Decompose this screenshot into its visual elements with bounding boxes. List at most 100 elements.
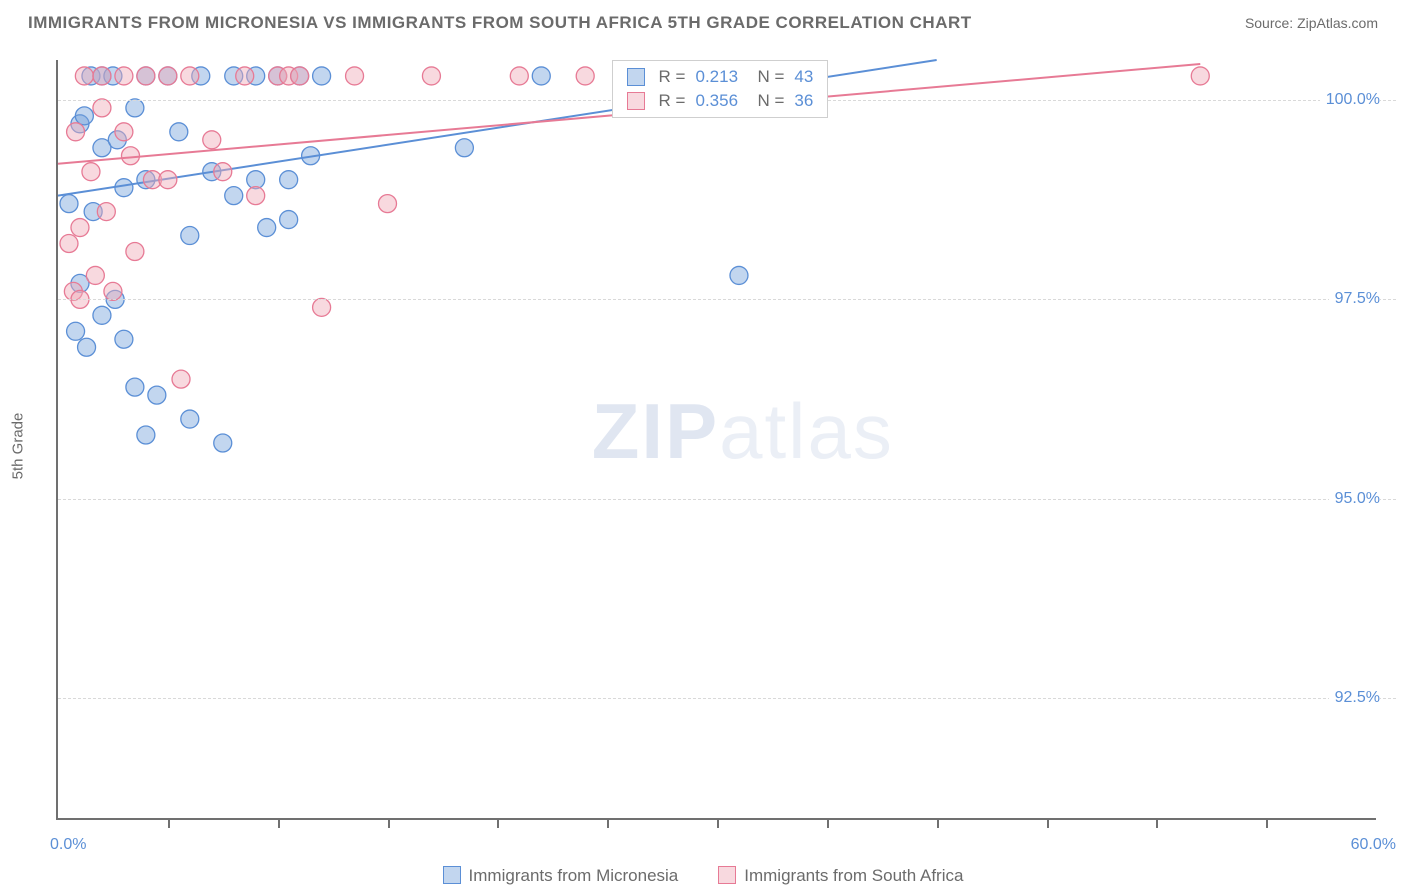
n-value: 43	[794, 67, 813, 87]
grid-line	[58, 299, 1396, 300]
y-tick-label: 100.0%	[1320, 91, 1380, 109]
x-tick	[1047, 818, 1049, 828]
data-point	[93, 99, 111, 117]
data-point	[126, 242, 144, 260]
data-point	[71, 219, 89, 237]
data-point	[60, 195, 78, 213]
x-tick	[1266, 818, 1268, 828]
data-point	[532, 67, 550, 85]
data-point	[97, 203, 115, 221]
x-tick	[1156, 818, 1158, 828]
y-axis-title: 5th Grade	[10, 413, 27, 480]
data-point	[181, 410, 199, 428]
data-point	[280, 211, 298, 229]
data-point	[126, 378, 144, 396]
x-tick	[388, 818, 390, 828]
chart-header: IMMIGRANTS FROM MICRONESIA VS IMMIGRANTS…	[0, 0, 1406, 46]
data-point	[181, 67, 199, 85]
data-point	[313, 67, 331, 85]
data-point	[137, 67, 155, 85]
data-point	[203, 131, 221, 149]
data-point	[93, 306, 111, 324]
legend-label-micronesia: Immigrants from Micronesia	[469, 866, 679, 885]
data-point	[510, 67, 528, 85]
y-tick-label: 95.0%	[1329, 490, 1380, 508]
data-point	[67, 322, 85, 340]
data-point	[78, 338, 96, 356]
data-point	[86, 266, 104, 284]
data-point	[104, 282, 122, 300]
data-point	[576, 67, 594, 85]
stats-row: R = 0.213 N = 43	[613, 65, 828, 89]
square-icon	[443, 866, 461, 884]
plot-area: 100.0%97.5%95.0%92.5%0.0%60.0%ZIPatlasR …	[56, 60, 1376, 820]
x-tick	[497, 818, 499, 828]
x-tick	[607, 818, 609, 828]
data-point	[422, 67, 440, 85]
r-label: R =	[659, 67, 686, 87]
source-name: ZipAtlas.com	[1297, 15, 1378, 31]
data-point	[379, 195, 397, 213]
data-point	[346, 67, 364, 85]
source-prefix: Source:	[1245, 15, 1297, 31]
grid-line	[58, 698, 1396, 699]
data-point	[280, 171, 298, 189]
data-point	[93, 67, 111, 85]
stats-legend: R = 0.213 N = 43 R = 0.356 N = 36	[612, 60, 829, 118]
data-point	[1191, 67, 1209, 85]
legend-label-south-africa: Immigrants from South Africa	[744, 866, 963, 885]
x-tick	[168, 818, 170, 828]
n-label: N =	[748, 67, 784, 87]
data-point	[115, 67, 133, 85]
r-value: 0.213	[695, 67, 738, 87]
data-point	[247, 187, 265, 205]
data-point	[115, 123, 133, 141]
data-point	[214, 434, 232, 452]
data-point	[258, 219, 276, 237]
data-point	[115, 330, 133, 348]
data-point	[137, 426, 155, 444]
y-tick-label: 97.5%	[1329, 290, 1380, 308]
n-value: 36	[794, 91, 813, 111]
x-tick	[827, 818, 829, 828]
data-point	[75, 107, 93, 125]
x-tick	[717, 818, 719, 828]
x-max-label: 60.0%	[1351, 836, 1396, 854]
data-point	[455, 139, 473, 157]
data-point	[313, 298, 331, 316]
data-point	[214, 163, 232, 181]
chart-title: IMMIGRANTS FROM MICRONESIA VS IMMIGRANTS…	[28, 13, 972, 33]
data-point	[115, 179, 133, 197]
x-min-label: 0.0%	[50, 836, 86, 854]
data-point	[121, 147, 139, 165]
stats-row: R = 0.356 N = 36	[613, 89, 828, 113]
r-value: 0.356	[695, 91, 738, 111]
r-label: R =	[659, 91, 686, 111]
data-point	[126, 99, 144, 117]
grid-line	[58, 499, 1396, 500]
square-icon	[627, 68, 645, 86]
data-point	[159, 67, 177, 85]
data-point	[60, 235, 78, 253]
x-tick	[937, 818, 939, 828]
data-point	[82, 163, 100, 181]
chart-svg	[58, 60, 1376, 818]
source-attribution: Source: ZipAtlas.com	[1245, 15, 1378, 31]
data-point	[67, 123, 85, 141]
n-label: N =	[748, 91, 784, 111]
data-point	[225, 187, 243, 205]
bottom-legend: Immigrants from Micronesia Immigrants fr…	[0, 866, 1406, 886]
square-icon	[718, 866, 736, 884]
data-point	[172, 370, 190, 388]
data-point	[148, 386, 166, 404]
data-point	[291, 67, 309, 85]
legend-item-micronesia: Immigrants from Micronesia	[443, 866, 679, 886]
square-icon	[627, 92, 645, 110]
data-point	[730, 266, 748, 284]
x-tick	[278, 818, 280, 828]
data-point	[170, 123, 188, 141]
legend-item-south-africa: Immigrants from South Africa	[718, 866, 963, 886]
y-tick-label: 92.5%	[1329, 689, 1380, 707]
data-point	[181, 227, 199, 245]
data-point	[75, 67, 93, 85]
